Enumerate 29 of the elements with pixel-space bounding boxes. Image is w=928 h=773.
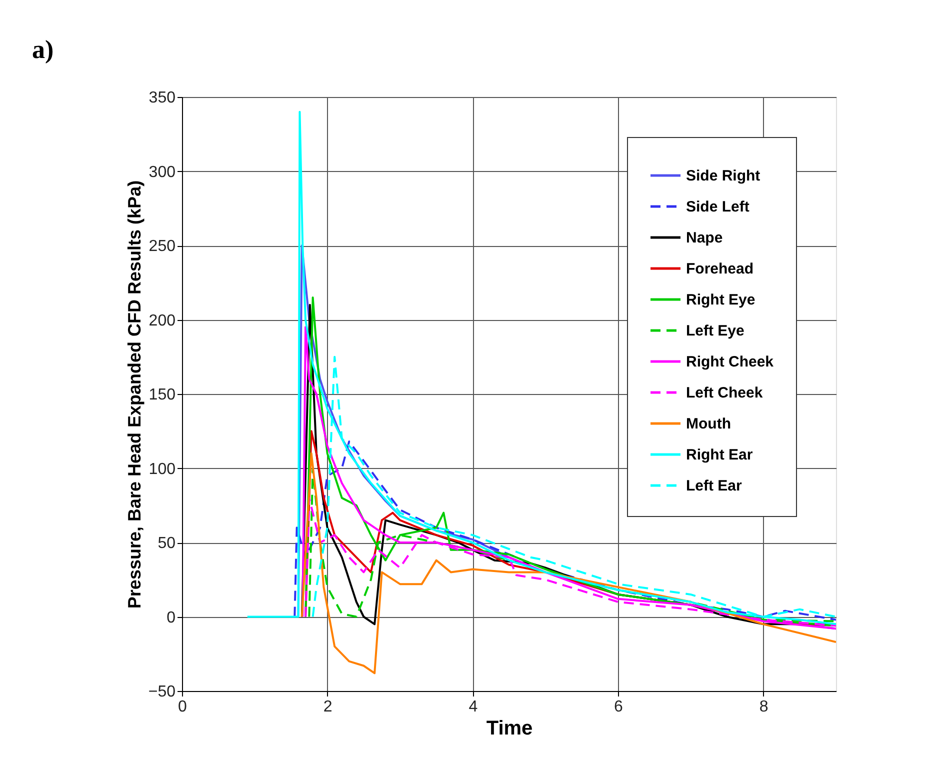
x-tick-label: 0 xyxy=(178,698,188,716)
y-tick-label: 300 xyxy=(148,164,176,181)
line-series xyxy=(246,110,836,626)
text: a) xyxy=(32,35,54,64)
legend-label: Right Ear xyxy=(686,446,753,464)
x-tick-label: 6 xyxy=(614,698,624,716)
y-tick-label: 200 xyxy=(148,312,176,330)
legend-label: Left Eye xyxy=(686,322,744,340)
x-tick-label: 2 xyxy=(323,698,332,716)
legend-label: Side Left xyxy=(686,198,750,216)
legend-label: Forehead xyxy=(686,260,754,278)
legend-label: Left Ear xyxy=(686,478,742,494)
y-tick-label: −50 xyxy=(148,684,176,700)
y-tick-label: 350 xyxy=(148,90,176,106)
legend-label: Right Eye xyxy=(686,292,756,308)
x-tick-label: 4 xyxy=(468,698,478,716)
y-tick-label: 150 xyxy=(148,386,176,404)
legend-label: Side Right xyxy=(686,168,760,184)
legend-label: Right Cheek xyxy=(686,354,774,370)
y-tick-label: 50 xyxy=(158,535,176,552)
y-axis-title: Pressure, Bare Head Expanded CFD Results (kPa) xyxy=(124,180,144,609)
legend-label: Nape xyxy=(686,230,723,246)
y-tick-label: 100 xyxy=(148,460,176,478)
y-tick-label: 0 xyxy=(166,609,176,626)
x-axis-title: Time xyxy=(486,718,533,740)
y-tick-label: 250 xyxy=(148,238,176,255)
legend-label: Left Cheek xyxy=(686,384,764,402)
legend-label: Mouth xyxy=(686,416,731,432)
x-tick-label: 8 xyxy=(759,698,768,716)
